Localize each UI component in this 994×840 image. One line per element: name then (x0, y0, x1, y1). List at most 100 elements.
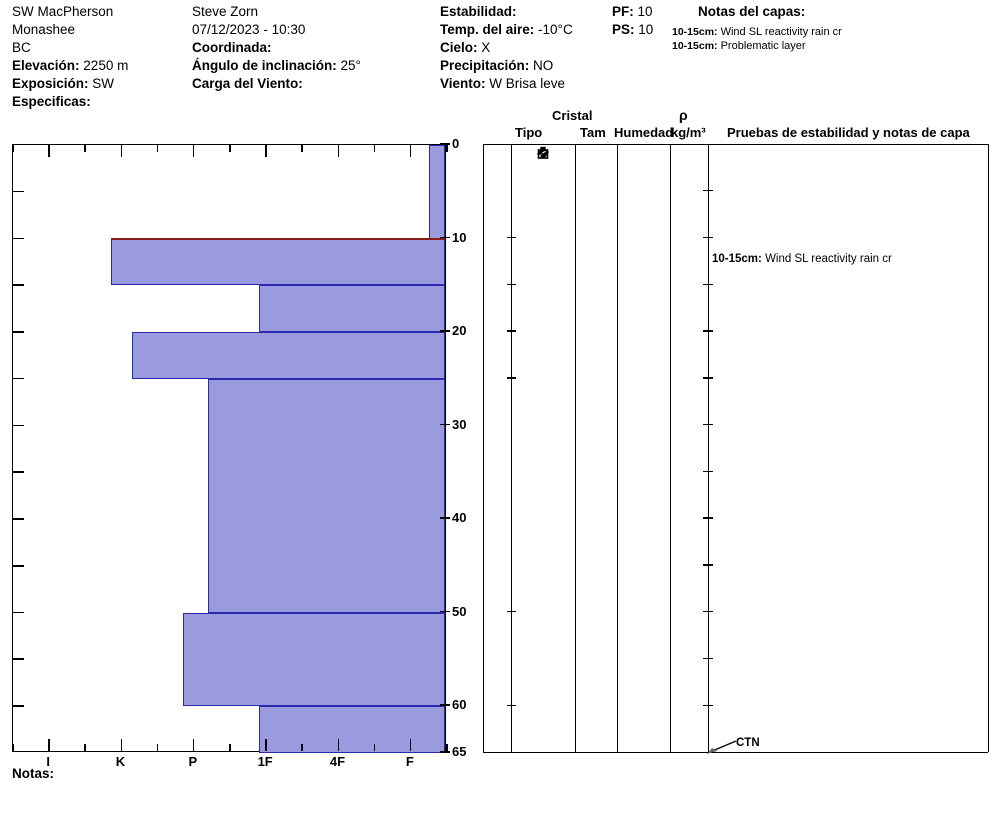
density-scale-tick (703, 704, 713, 706)
table-column-rule-1 (511, 144, 513, 752)
coordinate-label: Coordinada: (192, 40, 272, 55)
density-scale-tick (703, 564, 713, 566)
stability-field: Estabilidad: (440, 3, 565, 21)
sky-field: Cielo: X (440, 39, 565, 57)
hardness-axis-label: F (405, 754, 414, 769)
hardness-tick-top (337, 145, 340, 157)
hardness-layer-bar (110, 238, 445, 286)
hardness-tick-top (84, 145, 86, 152)
depth-axis-tick (440, 423, 450, 426)
layer-boundary-tick (507, 236, 516, 239)
ps-value: 10 (638, 22, 654, 37)
slope-angle-value: 25° (340, 58, 361, 73)
table-column-rule-3 (617, 144, 619, 752)
depth-minor-tick (13, 377, 24, 380)
hardness-tick-bottom (229, 744, 231, 751)
header-observer-column: Steve Zorn 07/12/2023 - 10:30 Coordinada… (192, 3, 440, 93)
critical-layer-line (110, 237, 445, 240)
density-scale-tick (703, 377, 713, 379)
table-top-border (483, 144, 988, 146)
elevation-label: Elevación: (12, 58, 80, 73)
hardness-tick-bottom (409, 739, 412, 751)
depth-axis-tick (440, 517, 450, 519)
hardness-tick-bottom (84, 744, 86, 751)
density-units-header: kg/m³ (671, 125, 706, 140)
ps-label: PS: (612, 22, 635, 37)
header-indices-column: PF: 10 PS: 10 (612, 3, 653, 39)
depth-axis-label: 10 (452, 229, 467, 245)
depth-minor-tick (13, 190, 24, 193)
layer-note-text: Problematic layer (720, 40, 806, 52)
hardness-tick-bottom (192, 739, 195, 751)
layer-table: +=●–10-15cm: Wind SL reactivity rain crC… (482, 144, 990, 755)
hardness-tick-top (48, 145, 50, 157)
density-scale-tick (703, 330, 713, 332)
wind-load-label: Carga del Viento: (192, 76, 303, 91)
depth-axis-label: 60 (452, 697, 467, 713)
depth-minor-tick (13, 471, 24, 473)
hardness-tick-top (156, 145, 159, 152)
depth-axis-tick (440, 704, 450, 706)
depth-axis-tick (440, 610, 450, 613)
layer-note-item: 10-15cm: Wind SL reactivity rain cr (672, 25, 992, 39)
pf-value: 10 (637, 4, 653, 19)
layer-boundary-tick (507, 704, 516, 706)
density-scale-tick (703, 190, 713, 192)
wind-load-field: Carga del Viento: (192, 75, 440, 93)
ctn-label: CTN (736, 737, 760, 750)
hardness-tick-bottom (12, 744, 14, 751)
hardness-tick-top (373, 145, 376, 152)
layer-boundary-tick (507, 377, 516, 379)
ps-field: PS: 10 (612, 21, 653, 39)
wetness-column-header: Humedad (614, 125, 674, 140)
density-symbol-header: ρ (679, 107, 688, 123)
hardness-tick-top (446, 145, 448, 152)
depth-axis-tick (440, 330, 450, 332)
density-scale-tick (703, 236, 713, 239)
type-column-header: Tipo (515, 125, 543, 140)
hardness-tick-top (409, 145, 412, 157)
depth-axis-tick (440, 236, 450, 239)
hardness-layer-bar (208, 378, 445, 613)
header-conditions-column: Estabilidad: Temp. del aire: -10°C Cielo… (440, 3, 573, 93)
sky-label: Cielo: (440, 40, 478, 55)
province: BC (12, 40, 31, 55)
hardness-axis-label: 1F (257, 754, 273, 769)
depth-minor-tick (13, 611, 24, 614)
hardness-bars (13, 145, 445, 753)
depth-minor-tick (13, 518, 24, 520)
elevation-value: 2250 m (83, 58, 129, 73)
depth-minor-tick (13, 564, 24, 567)
hardness-tick-bottom (265, 739, 267, 751)
air-temp-value: -10°C (538, 22, 573, 37)
sky-value: X (481, 40, 491, 55)
slope-angle-label: Ángulo de inclinación: (192, 58, 337, 73)
observer-name: Steve Zorn (192, 4, 259, 19)
depth-minor-tick (13, 237, 24, 240)
hardness-tick-bottom (446, 744, 448, 751)
density-scale-tick (703, 283, 713, 285)
aspect-value: SW (92, 76, 115, 91)
stability-label: Estabilidad: (440, 4, 517, 19)
profile-header: SW MacPherson Monashee BC Elevación: 225… (0, 0, 994, 118)
depth-minor-tick (13, 658, 24, 661)
air-temp-field: Temp. del aire: -10°C (440, 21, 573, 39)
hardness-layer-bar (428, 145, 445, 239)
wind-value: W Brisa leve (489, 76, 566, 91)
depth-axis-label: 50 (452, 603, 467, 619)
size-column-header: Tam (580, 125, 606, 140)
layer-boundary-tick (507, 283, 516, 285)
depth-axis-label: 0 (452, 136, 460, 151)
hardness-tick-top (301, 145, 303, 152)
hardness-tick-top (120, 145, 123, 157)
layer-boundary-tick (507, 610, 516, 613)
hardness-tick-bottom (120, 739, 123, 751)
depth-minor-tick (13, 284, 24, 286)
aspect-field: Exposición: SW (12, 75, 192, 93)
table-bottom-border (483, 752, 988, 754)
hardness-axis-label: 4F (329, 754, 346, 769)
precipitation-value: NO (533, 58, 554, 73)
air-temp-label: Temp. del aire: (440, 22, 535, 37)
hardness-layer-bar (258, 285, 445, 333)
crystal-group-header: Cristal (552, 108, 593, 123)
